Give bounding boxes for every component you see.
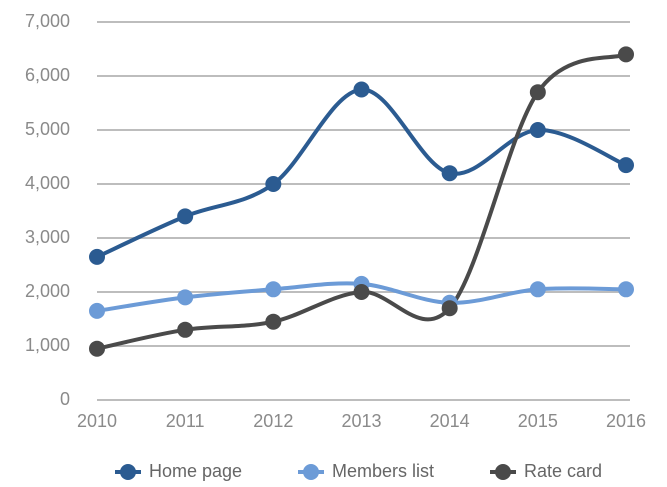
- marker: [618, 281, 634, 298]
- x-tick-label: 2016: [606, 411, 646, 431]
- legend-swatch: [303, 464, 319, 480]
- marker: [441, 165, 458, 182]
- x-tick-label: 2011: [166, 411, 205, 431]
- legend-label: Rate card: [524, 461, 602, 481]
- marker: [441, 300, 458, 317]
- marker: [265, 281, 282, 298]
- marker: [353, 284, 370, 300]
- marker: [529, 84, 546, 101]
- x-tick-label: 2010: [77, 411, 117, 431]
- line: [96, 87, 627, 259]
- x-tick-label: 2014: [430, 411, 470, 431]
- y-tick-label: 0: [60, 389, 70, 409]
- legend-swatch: [495, 464, 511, 480]
- y-tick-label: 7,000: [25, 11, 70, 31]
- x-tick-label: 2012: [253, 411, 293, 431]
- y-tick-label: 2,000: [25, 281, 70, 301]
- x-tick-label: 2013: [341, 411, 381, 431]
- marker: [618, 157, 634, 174]
- marker: [177, 289, 194, 306]
- marker: [177, 321, 194, 338]
- marker: [529, 281, 546, 298]
- marker: [265, 313, 282, 330]
- marker: [265, 176, 282, 192]
- line: [96, 52, 627, 351]
- legend-swatch: [120, 464, 136, 480]
- marker: [529, 122, 546, 138]
- marker: [89, 340, 105, 357]
- marker: [89, 302, 105, 319]
- legend: Home page Members list Rate card: [115, 461, 602, 481]
- y-tick-label: 6,000: [25, 65, 70, 85]
- legend-label: Members list: [332, 461, 434, 481]
- y-tick-label: 5,000: [25, 119, 70, 139]
- marker: [353, 81, 370, 98]
- y-tick-label: 4,000: [25, 173, 70, 193]
- x-tick-label: 2015: [518, 411, 558, 431]
- marker: [89, 248, 105, 265]
- marker: [177, 208, 194, 225]
- legend-label: Home page: [149, 461, 242, 481]
- y-tick-label: 3,000: [25, 227, 70, 247]
- marker: [618, 46, 634, 63]
- y-tick-label: 1,000: [25, 335, 70, 355]
